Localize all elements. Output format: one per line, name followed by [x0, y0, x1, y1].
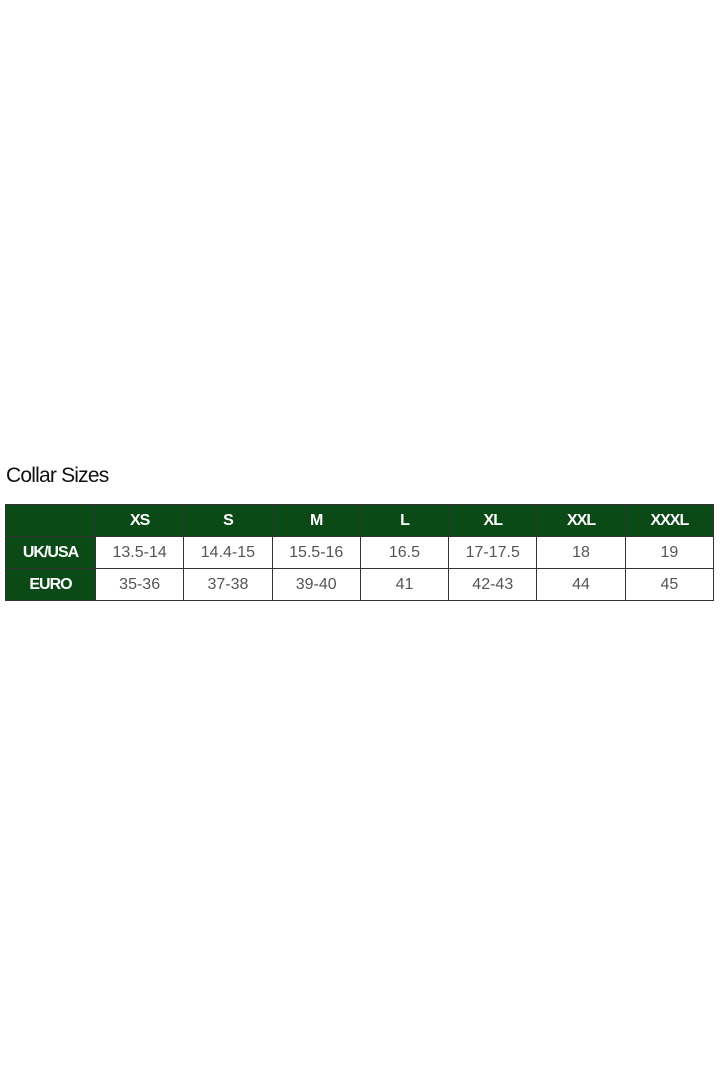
- header-row: XS S M L XL XXL XXXL: [5, 504, 715, 537]
- row-header: UK/USA: [5, 536, 96, 569]
- table-cell: 17-17.5: [448, 536, 538, 569]
- table-row: UK/USA 13.5-14 14.4-15 15.5-16 16.5 17-1…: [5, 536, 715, 569]
- table-cell: 42-43: [448, 568, 538, 601]
- table-cell: 39-40: [271, 568, 361, 601]
- collar-size-table: XS S M L XL XXL XXXL UK/USA 13.5-14 14.4…: [5, 504, 715, 601]
- table-cell: 18: [536, 536, 626, 569]
- column-header: XXL: [536, 504, 626, 537]
- page-title: Collar Sizes: [6, 464, 109, 487]
- table-row: EURO 35-36 37-38 39-40 41 42-43 44 45: [5, 568, 715, 601]
- table-cell: 37-38: [183, 568, 273, 601]
- corner-cell: [5, 504, 96, 537]
- table-cell: 41: [359, 568, 450, 601]
- column-header: S: [183, 504, 273, 537]
- table-cell: 35-36: [94, 568, 185, 601]
- table-cell: 14.4-15: [183, 536, 273, 569]
- table-cell: 15.5-16: [271, 536, 361, 569]
- table-cell: 45: [624, 568, 715, 601]
- column-header: M: [271, 504, 361, 537]
- table-cell: 19: [624, 536, 715, 569]
- table-cell: 16.5: [359, 536, 450, 569]
- column-header: XS: [94, 504, 185, 537]
- row-header: EURO: [5, 568, 96, 601]
- table-cell: 13.5-14: [94, 536, 185, 569]
- column-header: XXXL: [624, 504, 715, 537]
- column-header: L: [359, 504, 450, 537]
- table-cell: 44: [536, 568, 626, 601]
- column-header: XL: [448, 504, 538, 537]
